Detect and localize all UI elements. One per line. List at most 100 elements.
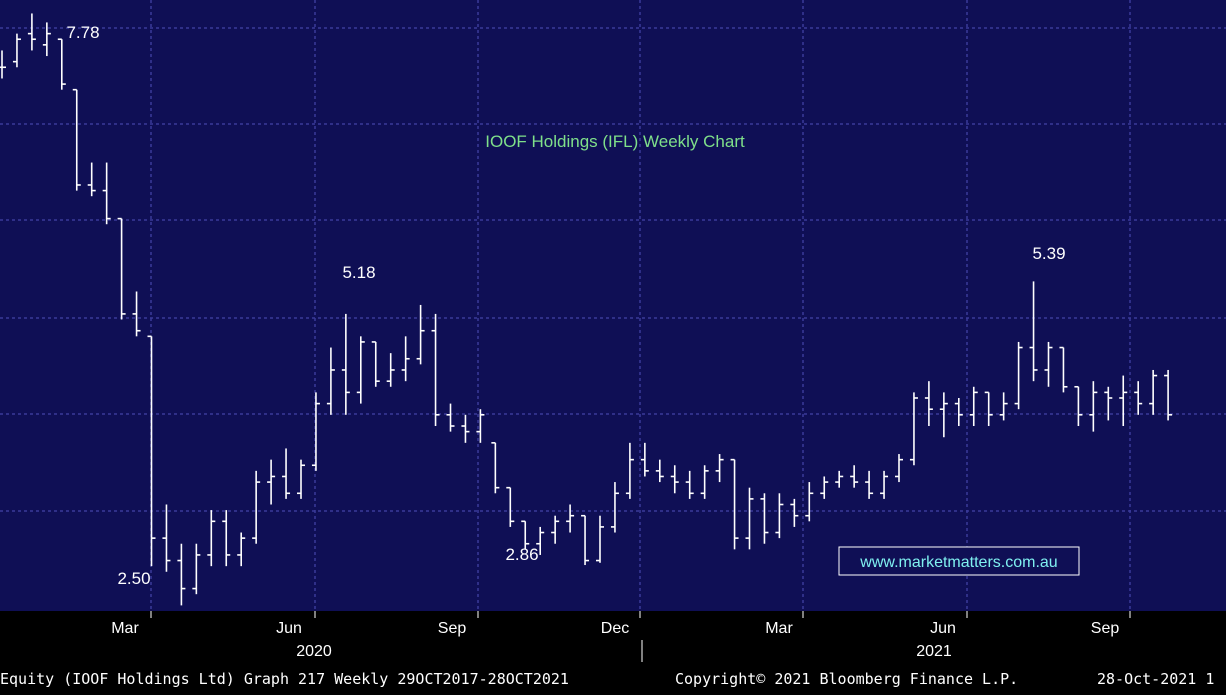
- x-tick-label: Jun: [930, 620, 956, 637]
- ohlc-bar: [1089, 381, 1098, 432]
- ohlc-bar: [715, 454, 724, 483]
- ohlc-bar: [730, 458, 739, 550]
- ohlc-bar: [27, 13, 36, 51]
- ohlc-bar: [267, 459, 276, 505]
- ohlc-bar: [252, 470, 261, 544]
- ohlc-bar: [72, 88, 81, 191]
- ohlc-bar: [162, 504, 171, 572]
- ohlc-bar: [147, 335, 156, 567]
- ohlc-bar: [625, 442, 634, 499]
- ohlc-bar: [282, 448, 291, 499]
- ohlc-bar: [1074, 385, 1083, 427]
- annotation-label: 7.78: [66, 23, 99, 42]
- x-tick-label: Sep: [438, 620, 467, 637]
- x-tick-label: Dec: [601, 620, 629, 637]
- ohlc-bar: [1164, 369, 1173, 421]
- annotation-label: 2.86: [505, 545, 538, 564]
- ohlc-bar: [640, 442, 649, 477]
- watermark-text: www.marketmatters.com.au: [859, 554, 1057, 571]
- x-tick-label: Mar: [111, 620, 139, 637]
- ohlc-bar: [984, 391, 993, 427]
- ohlc-bar: [476, 409, 485, 443]
- ohlc-bar: [1119, 375, 1128, 427]
- ohlc-bar: [880, 470, 889, 499]
- ohlc-bar: [461, 414, 470, 443]
- ohlc-bar: [491, 442, 500, 494]
- ohlc-bar: [401, 336, 410, 382]
- ohlc-bar: [1059, 346, 1068, 393]
- ohlc-bar: [820, 476, 829, 499]
- x-tick-label: Sep: [1091, 620, 1120, 637]
- ohlc-bar: [177, 543, 186, 606]
- ohlc-bar: [42, 22, 51, 57]
- ohlc-bar: [655, 459, 664, 483]
- ohlc-bar: [1029, 281, 1038, 382]
- grid-lines: [0, 0, 1226, 611]
- ohlc-bar: [850, 465, 859, 488]
- footer-date: 28-Oct-2021 1: [1097, 670, 1214, 688]
- ohlc-bar: [506, 486, 515, 527]
- ohlc-bar: [192, 543, 201, 595]
- ohlc-bar: [924, 381, 933, 427]
- ohlc-bar: [1149, 369, 1158, 415]
- ohlc-bar: [0, 50, 6, 79]
- ohlc-bar: [685, 470, 694, 499]
- ohlc-bar: [700, 465, 709, 499]
- ohlc-bar: [87, 162, 96, 197]
- ohlc-bar: [117, 217, 126, 320]
- ohlc-bar: [745, 487, 754, 550]
- x-tick-label: Jun: [276, 620, 302, 637]
- ohlc-bar: [954, 397, 963, 427]
- year-label: 2020: [296, 643, 332, 660]
- annotation-label: 5.18: [342, 263, 375, 282]
- ohlc-bar: [760, 493, 769, 544]
- ohlc-bar: [446, 403, 455, 432]
- footer-left: Equity (IOOF Holdings Ltd) Graph 217 Wee…: [0, 670, 569, 688]
- ohlc-bar: [326, 347, 335, 415]
- ohlc-bar: [1044, 341, 1053, 387]
- plot-background: [0, 0, 1226, 611]
- footer-copyright: Copyright© 2021 Bloomberg Finance L.P.: [675, 670, 1018, 688]
- ohlc-bars: [0, 13, 1173, 606]
- ohlc-bar: [790, 498, 799, 527]
- ohlc-bar: [386, 353, 395, 387]
- year-label: 2021: [916, 643, 952, 660]
- ohlc-bar: [775, 493, 784, 539]
- ohlc-bar: [596, 515, 604, 563]
- ohlc-bar: [371, 341, 380, 387]
- ohlc-bar: [356, 336, 365, 404]
- x-axis-ticks: Mar Jun Sep Dec Mar Jun Sep: [111, 611, 1131, 637]
- ohlc-bar: [969, 386, 978, 427]
- watermark-box: www.marketmatters.com.au: [838, 546, 1080, 576]
- ohlc-bar: [521, 520, 530, 550]
- ohlc-bar: [610, 482, 619, 533]
- ohlc-bar: [939, 392, 948, 438]
- ohlc-bar: [431, 313, 440, 427]
- ohlc-bar: [909, 392, 918, 466]
- ohlc-bar: [551, 515, 560, 544]
- ohlc-bar: [1104, 386, 1113, 421]
- ohlc-bar: [297, 459, 305, 499]
- ohlc-bar: [57, 38, 66, 90]
- chart-title: IOOF Holdings (IFL) Weekly Chart: [485, 132, 745, 151]
- axis-panel: [0, 611, 1226, 690]
- ohlc-bar: [207, 510, 216, 567]
- x-tick-label: Mar: [765, 620, 793, 637]
- ohlc-bar: [1134, 381, 1143, 415]
- ohlc-bar: [581, 514, 590, 566]
- ohlc-bar: [222, 510, 231, 567]
- ohlc-bar: [237, 532, 246, 567]
- year-labels: 2020 2021: [296, 643, 952, 660]
- annotation-label: 2.50: [117, 569, 150, 588]
- ohlc-bar: [12, 33, 21, 68]
- annotation-label: 5.39: [1032, 244, 1065, 263]
- ohlc-bar: [311, 392, 320, 471]
- ohlc-bar: [865, 470, 874, 499]
- ohlc-bar: [835, 470, 844, 488]
- ohlc-bar: [566, 504, 575, 533]
- ohlc-bar: [1014, 341, 1023, 410]
- ohlc-bar: [895, 454, 903, 483]
- ohlc-bar: [999, 392, 1008, 421]
- ohlc-bar: [102, 162, 111, 225]
